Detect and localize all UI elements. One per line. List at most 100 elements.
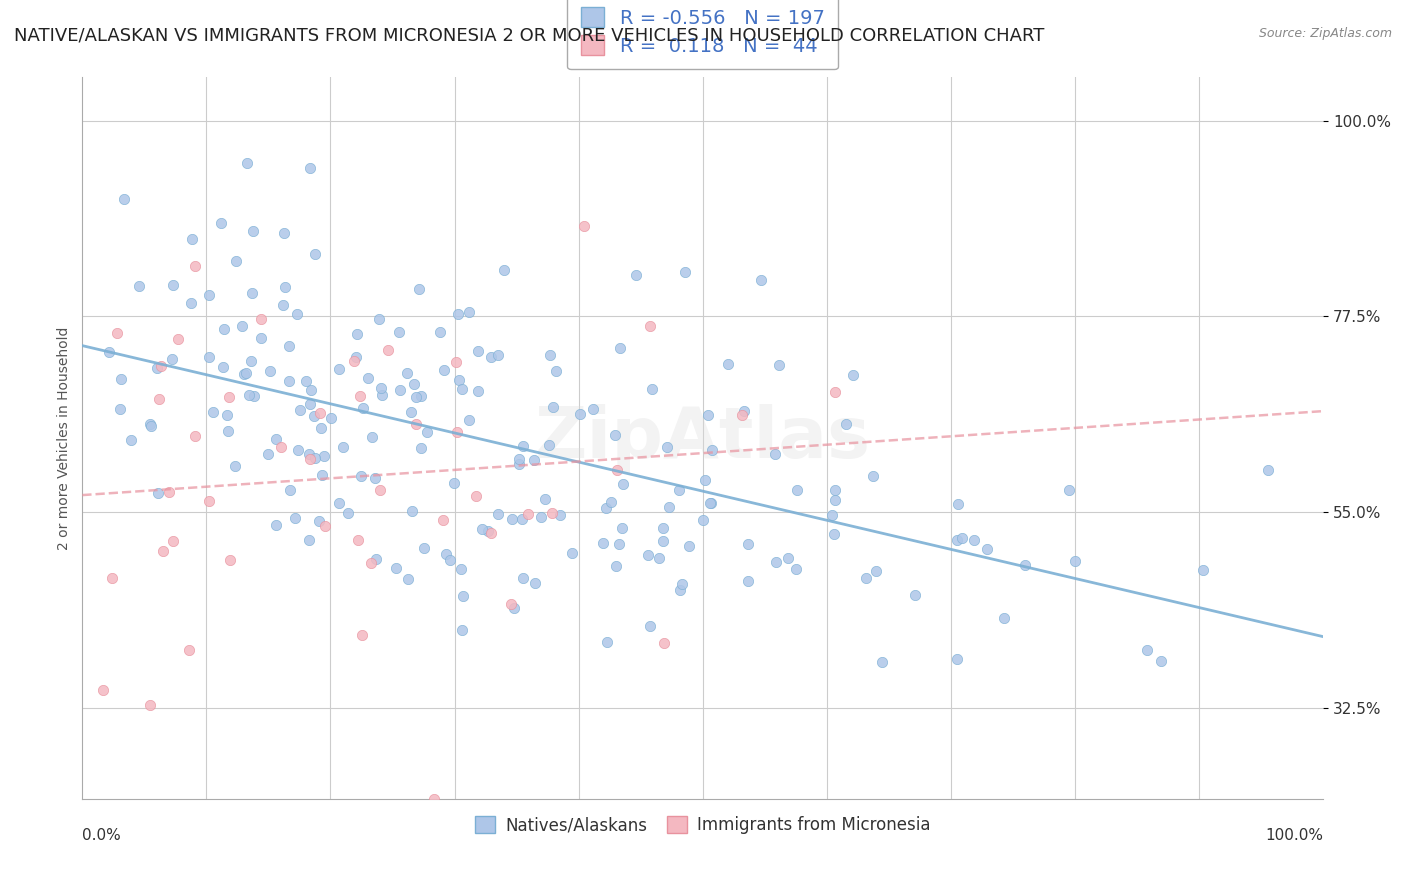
Point (141, 418, 163, 433)
Point (139, 417, 162, 432)
Point (508, 451, 530, 466)
Point (678, 539, 700, 553)
Point (546, 364, 568, 378)
Point (298, 452, 321, 467)
Point (470, 522, 492, 536)
Point (120, 433, 142, 447)
Point (198, 350, 221, 364)
Point (278, 374, 301, 388)
Point (467, 384, 489, 398)
Point (352, 401, 374, 415)
Point (582, 402, 605, 417)
Point (114, 192, 136, 206)
Point (605, 558, 627, 573)
Point (561, 546, 583, 560)
Point (501, 512, 523, 526)
Point (309, 406, 332, 420)
Point (457, 305, 479, 319)
Point (304, 450, 326, 465)
Point (538, 438, 561, 452)
Point (209, 216, 232, 230)
Point (821, 508, 844, 522)
Point (486, 507, 509, 521)
Point (352, 628, 374, 642)
Point (240, 354, 263, 368)
Point (344, 351, 367, 365)
Point (737, 574, 759, 588)
Point (976, 541, 998, 556)
Point (451, 623, 474, 637)
Point (97, 344, 120, 359)
Point (834, 417, 856, 431)
Point (605, 428, 627, 442)
Point (434, 547, 457, 561)
Point (595, 501, 617, 516)
Point (309, 421, 332, 435)
Point (180, 232, 202, 246)
Point (697, 408, 720, 422)
Point (277, 339, 299, 353)
Point (751, 273, 773, 287)
Point (395, 366, 418, 380)
Point (152, 544, 174, 558)
Point (692, 513, 714, 527)
Point (778, 550, 800, 565)
Point (367, 311, 389, 326)
Point (243, 389, 266, 403)
Point (731, 408, 754, 422)
Point (202, 404, 225, 418)
Point (366, 551, 388, 566)
Point (600, 495, 623, 509)
Point (824, 385, 846, 400)
Point (606, 463, 628, 477)
Point (385, 561, 408, 575)
Point (1150, 654, 1173, 668)
Point (302, 409, 325, 423)
Point (512, 439, 534, 453)
Point (180, 296, 202, 310)
Point (360, 556, 382, 570)
Point (423, 792, 446, 806)
Point (128, 279, 150, 293)
Text: NATIVE/ALASKAN VS IMMIGRANTS FROM MICRONESIA 2 OR MORE VEHICLES IN HOUSEHOLD COR: NATIVE/ALASKAN VS IMMIGRANTS FROM MICRON… (14, 27, 1045, 45)
Point (612, 476, 634, 491)
Point (328, 361, 350, 376)
Point (450, 562, 472, 576)
Point (273, 226, 295, 240)
Point (432, 513, 454, 527)
Point (946, 652, 969, 666)
Point (842, 368, 865, 382)
Point (232, 367, 254, 381)
Point (148, 486, 170, 500)
Point (405, 390, 427, 404)
Point (298, 447, 321, 461)
Point (768, 359, 790, 373)
Point (512, 570, 534, 584)
Point (361, 430, 384, 444)
Point (368, 483, 391, 497)
Point (737, 536, 759, 550)
Point (235, 366, 257, 380)
Point (280, 483, 302, 497)
Point (763, 447, 786, 461)
Point (700, 496, 723, 510)
Point (160, 351, 183, 366)
Point (651, 521, 673, 535)
Point (299, 384, 322, 398)
Point (671, 577, 693, 591)
Point (609, 341, 631, 355)
Point (479, 525, 502, 540)
Point (1057, 483, 1080, 498)
Point (238, 388, 260, 402)
Point (148, 392, 170, 406)
Point (343, 353, 366, 368)
Point (609, 537, 631, 551)
Point (447, 307, 470, 321)
Point (904, 588, 927, 602)
Point (612, 521, 634, 535)
Point (444, 355, 467, 369)
Legend: Natives/Alaskans, Immigrants from Micronesia: Natives/Alaskans, Immigrants from Micron… (468, 810, 938, 841)
Point (212, 322, 235, 336)
Point (274, 280, 297, 294)
Point (224, 459, 246, 474)
